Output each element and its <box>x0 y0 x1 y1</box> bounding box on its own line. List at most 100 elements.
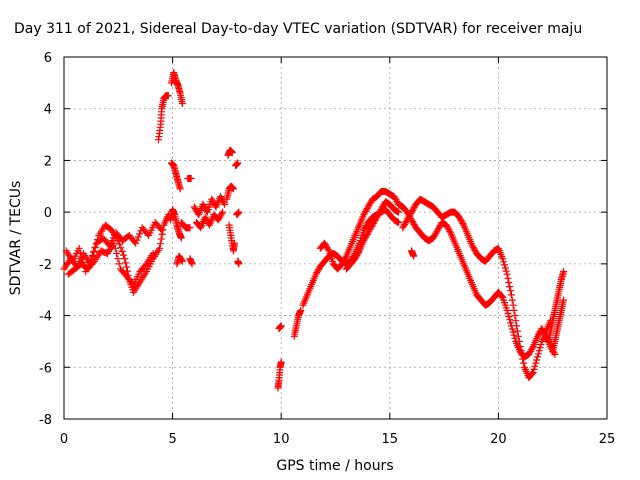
data-point <box>510 306 518 314</box>
y-tick-label: -4 <box>39 310 52 325</box>
data-point <box>215 214 223 222</box>
data-point <box>408 218 416 225</box>
data-point <box>528 344 536 352</box>
y-tick-label: 6 <box>44 51 52 66</box>
y-tick-labels: -8 -6 -4 -2 0 2 4 6 <box>39 51 52 428</box>
data-point <box>363 205 371 212</box>
x-tick-label: 15 <box>382 432 399 447</box>
data-point <box>312 270 320 278</box>
data-point <box>123 263 131 271</box>
data-point <box>113 250 121 257</box>
data-point <box>511 334 519 342</box>
data-point <box>201 213 209 221</box>
data-point <box>537 341 545 348</box>
data-point <box>520 359 528 367</box>
data-point <box>540 328 548 336</box>
data-point <box>218 210 226 218</box>
data-point <box>228 149 236 157</box>
data-point <box>393 197 401 205</box>
data-point <box>322 242 330 250</box>
data-point <box>400 222 408 230</box>
data-point <box>115 260 123 268</box>
data-point <box>217 194 225 202</box>
data-point <box>314 267 322 275</box>
data-point <box>560 296 568 304</box>
data-point <box>512 317 520 325</box>
data-point <box>525 350 533 358</box>
data-point <box>458 218 466 226</box>
data-point <box>157 235 165 243</box>
data-point <box>277 358 285 366</box>
data-point <box>410 252 418 260</box>
data-point <box>509 328 517 336</box>
data-point <box>324 245 332 253</box>
data-point <box>532 359 540 367</box>
data-point <box>361 209 369 217</box>
data-point <box>234 159 242 167</box>
data-point <box>408 207 416 215</box>
data-point <box>133 236 141 244</box>
data-point <box>407 214 415 222</box>
data-point <box>164 92 172 100</box>
y-tick-label: -8 <box>39 413 52 428</box>
data-point <box>375 209 383 217</box>
data-point <box>505 313 513 321</box>
data-point <box>199 200 207 208</box>
data-point <box>219 197 227 205</box>
data-point <box>111 244 119 252</box>
data-point <box>355 249 362 256</box>
data-point <box>362 223 369 231</box>
data-point <box>368 223 376 231</box>
y-tick-label: 4 <box>44 103 52 118</box>
data-point <box>403 208 411 216</box>
data-point <box>499 255 507 263</box>
data-point <box>501 264 509 272</box>
data-point <box>526 349 534 357</box>
data-point <box>178 100 186 107</box>
data-point <box>363 230 371 238</box>
data-point <box>187 175 195 182</box>
data-point <box>377 206 385 214</box>
data-point <box>141 261 149 269</box>
y-tick-label: -6 <box>39 361 52 376</box>
data-point <box>372 215 380 223</box>
data-point <box>367 198 375 206</box>
data-point <box>509 301 517 309</box>
data-point <box>93 236 101 244</box>
data-point <box>203 207 210 215</box>
data-point <box>560 268 568 276</box>
x-axis-label: GPS time / hours <box>276 458 393 474</box>
data-point <box>534 332 541 340</box>
data-point <box>322 241 329 249</box>
data-point <box>533 356 541 364</box>
data-point <box>511 312 519 320</box>
data-point <box>178 256 186 264</box>
data-point <box>342 254 349 262</box>
data-point <box>510 331 518 339</box>
data-point <box>395 208 402 216</box>
data-point <box>514 327 521 335</box>
x-tick-label: 20 <box>490 432 507 447</box>
axis-ticks <box>63 56 608 420</box>
y-tick-label: 2 <box>44 154 52 169</box>
data-point <box>132 239 140 247</box>
data-point <box>455 213 463 221</box>
data-point <box>208 195 216 203</box>
data-point <box>297 306 305 314</box>
data-point <box>456 215 464 223</box>
data-point <box>354 250 362 258</box>
data-point <box>120 251 127 259</box>
data-point <box>409 205 417 213</box>
y-axis-label: SDTVAR / TECUs <box>8 181 24 296</box>
data-point <box>504 274 512 282</box>
data-point <box>186 224 194 232</box>
data-point <box>446 227 454 235</box>
data-point <box>75 244 83 252</box>
data-point <box>114 255 122 263</box>
data-point <box>536 344 544 352</box>
data-point <box>364 203 372 211</box>
data-point <box>90 248 97 256</box>
grid-lines <box>64 57 607 419</box>
data-point <box>431 231 439 239</box>
data-point <box>459 220 467 227</box>
